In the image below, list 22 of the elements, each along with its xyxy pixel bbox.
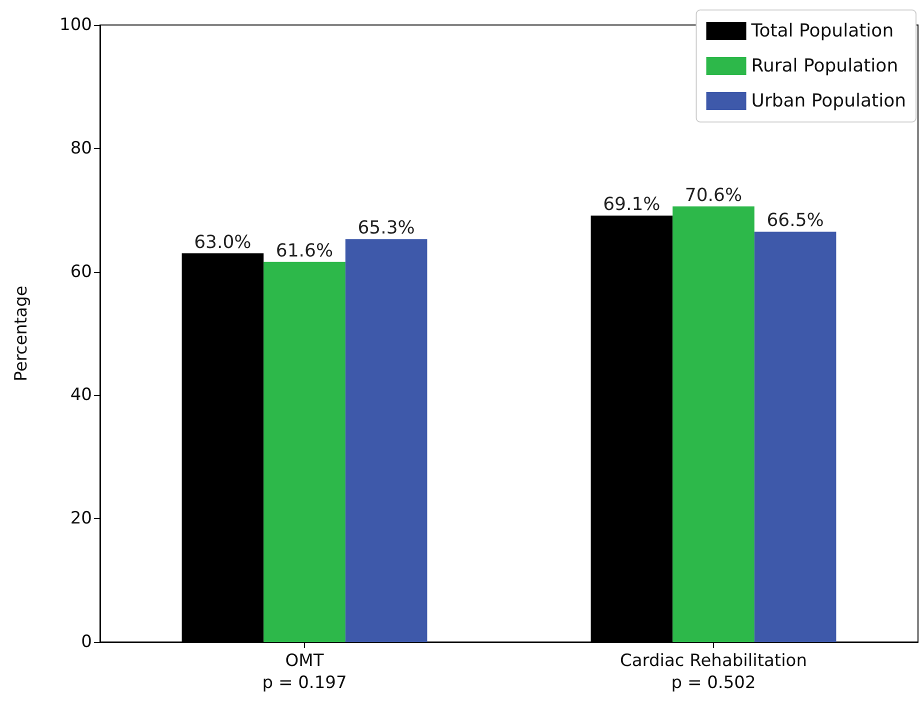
data-label: 61.6%	[276, 240, 334, 262]
y-tick-label: 0	[81, 632, 92, 652]
x-tick-label: OMT p = 0.197	[262, 651, 347, 693]
x-tick-label: Cardiac Rehabilitation p = 0.502	[620, 651, 807, 693]
data-label: 63.0%	[194, 232, 252, 253]
legend-label: Total Population	[750, 20, 894, 42]
bar	[754, 232, 836, 642]
data-label: 69.1%	[603, 194, 660, 216]
y-tick-label: 100	[60, 15, 92, 35]
y-tick-label: 40	[70, 385, 92, 406]
y-tick-label: 80	[70, 138, 92, 158]
data-label: 65.3%	[358, 218, 415, 239]
y-axis-title: Percentage	[12, 286, 32, 382]
bar	[264, 262, 346, 642]
legend-label: Urban Population	[751, 90, 906, 112]
y-tick-label: 60	[70, 262, 92, 282]
bar	[345, 239, 428, 642]
data-label: 66.5%	[766, 210, 824, 232]
bar	[672, 206, 754, 642]
y-tick-label: 20	[70, 508, 92, 529]
legend-label: Rural Population	[751, 56, 898, 76]
data-label: 70.6%	[684, 184, 742, 206]
